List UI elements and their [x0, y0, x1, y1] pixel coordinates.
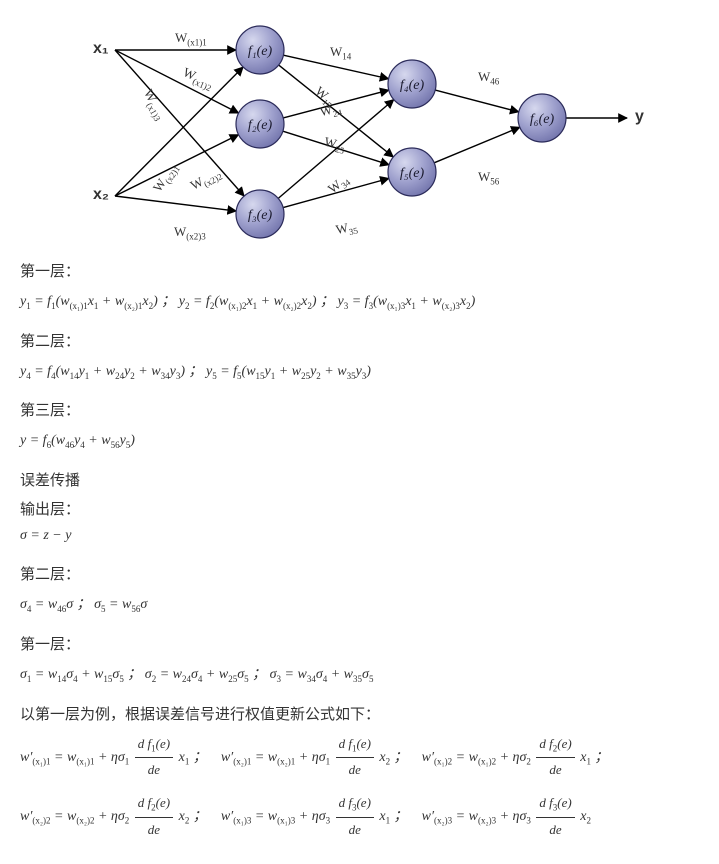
node-label-n3: f₃(e)	[248, 208, 273, 223]
heading-backprop: 误差传播	[20, 469, 699, 490]
output-label: y	[635, 108, 644, 126]
edge-x1-n3	[115, 50, 244, 196]
edge-x2-n1	[115, 67, 243, 196]
eq-layer1: y1 = f1(w(x₁)1x1 + w(x₂)1x2) ； y2 = f2(w…	[20, 289, 699, 316]
input-label-x1: x₁	[93, 40, 109, 58]
edge-n5-n6	[434, 127, 520, 163]
weight-label-14: W14	[330, 44, 351, 62]
heading-layer2: 第二层：	[20, 330, 699, 351]
eq-bp1: σ1 = w14σ4 + w15σ5 ； σ2 = w24σ4 + w25σ5 …	[20, 662, 699, 689]
node-label-n6: f₆(e)	[530, 112, 555, 127]
input-label-x2: x₂	[93, 186, 109, 204]
weight-label-46: W46	[478, 69, 499, 87]
node-label-n1: f₁(e)	[248, 44, 273, 59]
eq-layer3: y = f6(w46y4 + w56y5)	[20, 428, 699, 455]
heading-bp1: 第一层：	[20, 633, 699, 654]
weight-label-56: W56	[478, 169, 499, 187]
eq-bp2: σ4 = w46σ ； σ5 = w56σ	[20, 592, 699, 619]
heading-output: 输出层：	[20, 498, 699, 519]
weight-label-x11: W(x1)1	[175, 30, 207, 48]
weight-label-x23: W(x2)3	[174, 224, 206, 242]
heading-bp2: 第二层：	[20, 563, 699, 584]
network-diagram: f₁(e) f₂(e) f₃(e) f₄(e) f₅(e) f₆(e) x₁ x₂ y W(x1)…	[90, 14, 650, 246]
node-label-n5: f₅(e)	[400, 166, 425, 181]
heading-layer3: 第三层：	[20, 399, 699, 420]
equations-block: 第一层： y1 = f1(w(x₁)1x1 + w(x₂)1x2) ； y2 =…	[20, 260, 699, 842]
edge-x1-n2	[115, 50, 239, 113]
eq-layer2: y4 = f4(w14y1 + w24y2 + w34y3) ； y5 = f5…	[20, 359, 699, 386]
eq-update-row2: w′(x₂)2 = w(x₂)2 + ησ2 d f2(e)de x2 ；w′(…	[20, 791, 699, 842]
node-label-n2: f₂(e)	[248, 118, 273, 133]
eq-output: σ = z − y	[20, 523, 699, 550]
heading-layer1: 第一层：	[20, 260, 699, 281]
eq-update-row1: w′(x₁)1 = w(x₁)1 + ησ1 d f1(e)de x1 ；w′(…	[20, 732, 699, 783]
node-label-n4: f₄(e)	[400, 78, 425, 93]
edge-n4-n6	[435, 90, 519, 112]
network-svg: f₁(e) f₂(e) f₃(e) f₄(e) f₅(e) f₆(e)	[90, 14, 650, 246]
heading-update: 以第一层为例，根据误差信号进行权值更新公式如下：	[20, 703, 699, 724]
edge-x2-n3	[115, 196, 236, 211]
